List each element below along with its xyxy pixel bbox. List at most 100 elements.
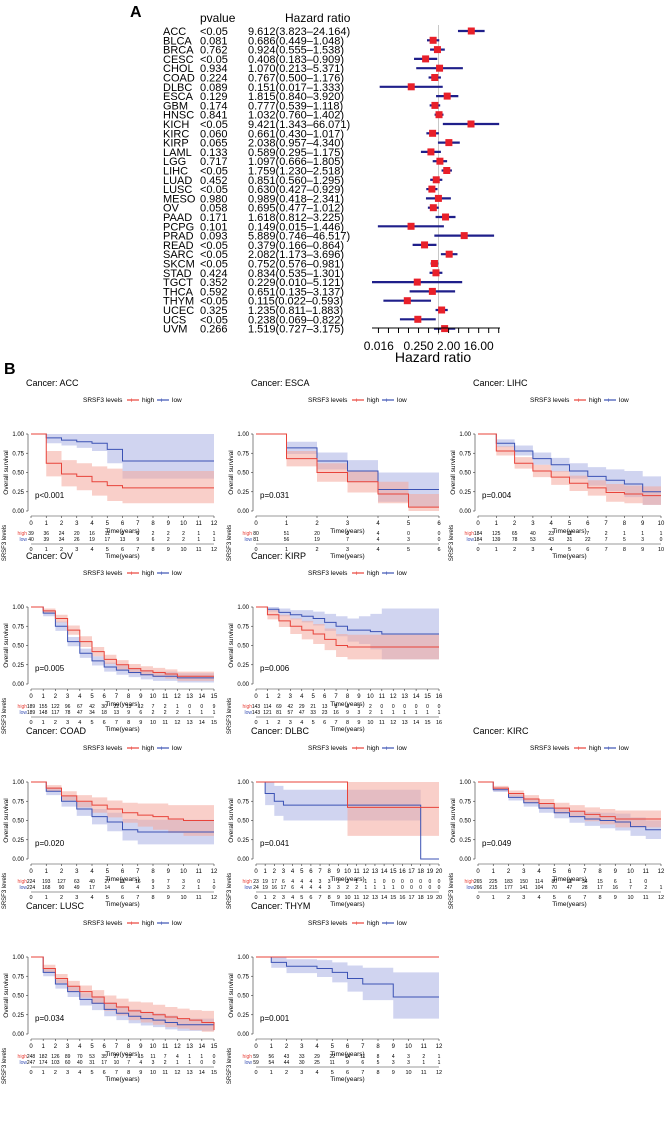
risk-high-count: 20 — [74, 531, 80, 537]
hazard-ratio-point — [443, 167, 451, 174]
y-tick-label: 1.00 — [12, 605, 24, 611]
x-tick-label: 15 — [211, 694, 218, 700]
risk-high-count: 11 — [360, 1054, 365, 1060]
risk-low-count: 1 — [197, 885, 200, 891]
risk-table-label: SRSF3 levels — [2, 1048, 8, 1084]
risk-low-count: 0 — [401, 885, 404, 891]
risk-low-count: 78 — [65, 710, 71, 716]
hazard-ratio-text: 0.238(0.069–0.822) — [248, 314, 344, 326]
forest-x-axis: 0.016 0.250 2.00 16.00 — [364, 327, 500, 353]
risk-low-count: 16 — [612, 885, 618, 891]
risk-x-tick-label: 2 — [285, 1070, 288, 1076]
risk-low-row-label: low — [244, 710, 252, 716]
risk-x-tick-label: 10 — [150, 720, 156, 726]
cancer-label: LUSC — [163, 184, 192, 196]
risk-x-tick-label: 19 — [427, 895, 433, 901]
risk-x-tick-label: 9 — [392, 1070, 395, 1076]
forest-x-axis-label: Hazard ratio — [395, 349, 471, 365]
risk-x-tick-label: 2 — [315, 547, 318, 553]
x-tick-label: 12 — [174, 694, 181, 700]
hazard-ratio-text: 1.032(0.760–1.402) — [248, 110, 344, 122]
high-confidence-band — [256, 607, 439, 660]
risk-high-count: 51 — [284, 531, 290, 537]
risk-low-count: 26 — [74, 537, 80, 543]
y-tick-label: 1.00 — [12, 955, 24, 961]
x-tick-label: 8 — [127, 1044, 131, 1050]
risk-high-count: 21 — [126, 1054, 132, 1060]
risk-low-count: 60 — [65, 1060, 71, 1066]
risk-x-tick-label: 10 — [627, 895, 633, 901]
legend-high-label: high — [367, 745, 380, 752]
x-tick-label: 12 — [658, 869, 665, 875]
legend-title: SRSF3 levels — [530, 745, 570, 752]
cancer-label: COAD — [163, 73, 195, 85]
risk-high-count: 29 — [299, 704, 305, 710]
y-tick-label: 0.00 — [12, 682, 24, 688]
x-tick-label: 10 — [344, 869, 351, 875]
legend-high-label: high — [589, 397, 602, 404]
risk-high-count: 0 — [415, 704, 418, 710]
risk-high-count: 7 — [164, 1054, 167, 1060]
risk-low-count: 90 — [59, 885, 65, 891]
x-tick-label: 7 — [115, 1044, 119, 1050]
risk-high-count: 4 — [392, 1054, 395, 1060]
x-tick-label: 9 — [139, 1044, 143, 1050]
x-tick-label: 7 — [136, 869, 140, 875]
x-tick-label: 3 — [522, 869, 526, 875]
x-tick-label: 1 — [45, 521, 49, 527]
risk-x-tick-label: 12 — [436, 1070, 442, 1076]
hazard-ratio-text: 0.229(0.010–5.121) — [248, 277, 344, 289]
hazard-ratio-text: 1.815(0.840–3.920) — [248, 91, 344, 103]
p-value: p=0.001 — [260, 1014, 290, 1023]
risk-low-count: 22 — [585, 537, 591, 543]
risk-high-count: 0 — [197, 879, 200, 885]
risk-x-tick-label: 0 — [29, 720, 32, 726]
risk-x-tick-label: 2 — [277, 720, 280, 726]
pvalue-text: 0.129 — [200, 91, 228, 103]
risk-x-tick-label: 12 — [211, 547, 217, 553]
x-tick-label: 1 — [45, 869, 49, 875]
risk-low-count: 18 — [101, 710, 107, 716]
p-value: p=0.020 — [35, 839, 65, 848]
x-tick-label: 8 — [598, 869, 602, 875]
risk-high-count: 0 — [438, 879, 441, 885]
cancer-label: OV — [163, 203, 180, 215]
forest-rows: ACC <0.05 9.612(3.823–24.164) BLCA 0.081 0.68… — [163, 25, 500, 336]
x-tick-label: 6 — [121, 521, 125, 527]
y-tick-label: 0.75 — [237, 624, 249, 630]
risk-x-tick-label: 5 — [90, 720, 93, 726]
hazard-ratio-point — [433, 46, 441, 54]
risk-x-tick-label: 9 — [139, 1070, 142, 1076]
risk-x-tick-label: 11 — [196, 547, 202, 553]
risk-high-count: 2 — [182, 531, 185, 537]
low-survival-curve — [256, 781, 439, 860]
risk-low-count: 81 — [276, 710, 282, 716]
legend-low-marker: + — [607, 746, 611, 753]
pvalue-text: 0.171 — [200, 212, 228, 224]
risk-x-tick-label: 7 — [335, 720, 338, 726]
risk-low-count: 2 — [164, 710, 167, 716]
risk-high-count: 182 — [39, 1054, 48, 1060]
risk-low-count: 56 — [284, 537, 290, 543]
high-survival-curve — [31, 956, 215, 1031]
risk-low-count: 1 — [438, 710, 441, 716]
y-tick-label: 0.25 — [237, 1013, 249, 1019]
legend-low-label: low — [397, 745, 407, 752]
risk-x-tick-label: 1 — [495, 547, 498, 553]
x-tick-label: 1 — [492, 869, 496, 875]
risk-x-tick-label: 4 — [315, 1070, 318, 1076]
risk-low-count: 2 — [164, 1060, 167, 1066]
risk-x-tick-label: 0 — [254, 547, 257, 553]
risk-low-count: 139 — [492, 537, 501, 543]
legend-low-marker: + — [385, 571, 389, 578]
legend-title: SRSF3 levels — [308, 745, 348, 752]
risk-high-row-label: high — [243, 704, 253, 710]
hazard-ratio-text: 1.097(0.666–1.805) — [248, 156, 344, 168]
km-plot: Cancer: COAD SRSF3 levels + high + low 0.00 0.2… — [2, 726, 218, 909]
risk-x-tick-label: 11 — [354, 895, 360, 901]
p-value: p=0.006 — [260, 664, 290, 673]
y-tick-label: 0.00 — [237, 682, 249, 688]
y-tick-label: 0.00 — [12, 857, 24, 863]
risk-table-label: SRSF3 levels — [227, 525, 233, 561]
risk-high-count: 9 — [213, 704, 216, 710]
